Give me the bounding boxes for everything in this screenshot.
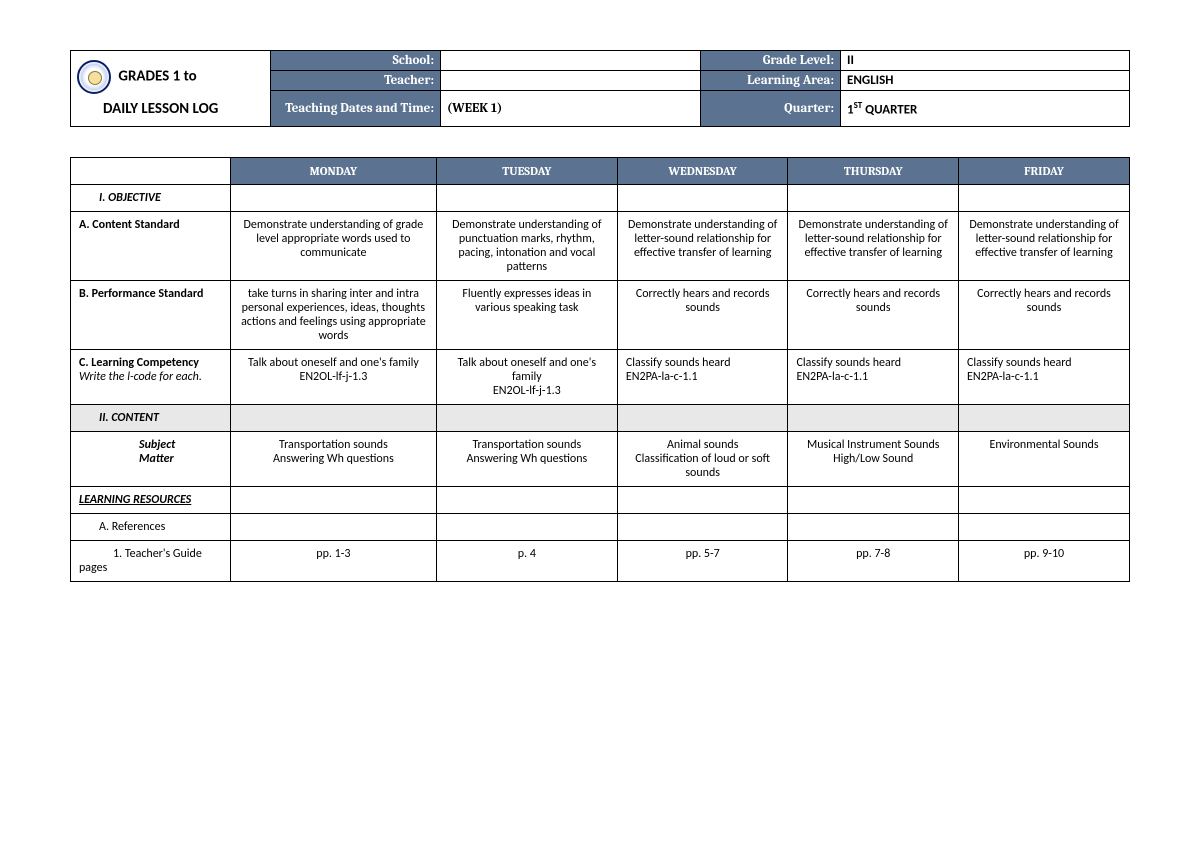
lc-fri: Classify sounds heard EN2PA-la-c-1.1 (959, 350, 1130, 405)
cs-tue: Demonstrate understanding of punctuation… (436, 212, 617, 281)
dates-label: Teaching Dates and Time: (271, 91, 441, 127)
day-friday: FRIDAY (959, 158, 1130, 185)
lc-mon: Talk about oneself and one's family EN2O… (231, 350, 437, 405)
content-standard-row: A. Content Standard Demonstrate understa… (71, 212, 1130, 281)
cs-fri: Demonstrate understanding of letter-soun… (959, 212, 1130, 281)
sm-mon: Transportation sounds Answering Wh quest… (231, 432, 437, 487)
school-value (441, 51, 701, 71)
dates-value: (WEEK 1) (441, 91, 701, 127)
quarter-value: 1ST QUARTER (841, 91, 1130, 127)
quarter-rest: QUARTER (862, 102, 917, 117)
sm-wed: Animal sounds Classification of loud or … (617, 432, 788, 487)
references-label: A. References (71, 514, 231, 541)
day-monday: MONDAY (231, 158, 437, 185)
learning-competency-label: C. Learning Competency Write the l-code … (71, 350, 231, 405)
performance-standard-row: B. Performance Standard take turns in sh… (71, 281, 1130, 350)
doc-title-line1: GRADES 1 to (118, 67, 196, 85)
learning-competency-row: C. Learning Competency Write the l-code … (71, 350, 1130, 405)
content-label: II. CONTENT (71, 405, 231, 432)
school-label: School: (271, 51, 441, 71)
tg-tue: p. 4 (436, 541, 617, 582)
quarter-label: Quarter: (701, 91, 841, 127)
main-table: MONDAY TUESDAY WEDNESDAY THURSDAY FRIDAY… (70, 157, 1130, 582)
subject-matter-row: Subject Matter Transportation sounds Ans… (71, 432, 1130, 487)
area-label: Learning Area: (701, 71, 841, 91)
content-standard-label: A. Content Standard (71, 212, 231, 281)
day-wednesday: WEDNESDAY (617, 158, 788, 185)
tg-mon: pp. 1-3 (231, 541, 437, 582)
ps-tue: Fluently expresses ideas in various spea… (436, 281, 617, 350)
subject-matter-label: Subject Matter (71, 432, 231, 487)
teacher-label: Teacher: (271, 71, 441, 91)
deped-logo-icon (77, 60, 111, 94)
lc-thu: Classify sounds heard EN2PA-la-c-1.1 (788, 350, 959, 405)
cs-thu: Demonstrate understanding of letter-soun… (788, 212, 959, 281)
ps-wed: Correctly hears and records sounds (617, 281, 788, 350)
header-table: GRADES 1 to DAILY LESSON LOG School: Gra… (70, 50, 1130, 127)
teacher-value (441, 71, 701, 91)
quarter-prefix: 1 (847, 102, 854, 117)
ps-mon: take turns in sharing inter and intra pe… (231, 281, 437, 350)
tg-thu: pp. 7-8 (788, 541, 959, 582)
grade-value: II (841, 51, 1130, 71)
references-row: A. References (71, 514, 1130, 541)
sm-fri: Environmental Sounds (959, 432, 1130, 487)
teachers-guide-row: 1. Teacher's Guide pages pp. 1-3 p. 4 pp… (71, 541, 1130, 582)
performance-standard-label: B. Performance Standard (71, 281, 231, 350)
content-section-row: II. CONTENT (71, 405, 1130, 432)
quarter-suffix: ST (854, 100, 863, 111)
lc-wed: Classify sounds heard EN2PA-la-c-1.1 (617, 350, 788, 405)
lc-tue: Talk about oneself and one's family EN2O… (436, 350, 617, 405)
tg-wed: pp. 5-7 (617, 541, 788, 582)
ps-fri: Correctly hears and records sounds (959, 281, 1130, 350)
sm-thu: Musical Instrument Sounds High/Low Sound (788, 432, 959, 487)
doc-title-cell: GRADES 1 to DAILY LESSON LOG (71, 51, 271, 127)
area-value: ENGLISH (841, 71, 1130, 91)
learning-resources-row: LEARNING RESOURCES (71, 487, 1130, 514)
doc-title-line2: DAILY LESSON LOG (103, 100, 218, 118)
cs-mon: Demonstrate understanding of grade level… (231, 212, 437, 281)
objective-label: I. OBJECTIVE (71, 185, 231, 212)
grade-label: Grade Level: (701, 51, 841, 71)
day-tuesday: TUESDAY (436, 158, 617, 185)
sm-tue: Transportation sounds Answering Wh quest… (436, 432, 617, 487)
cs-wed: Demonstrate understanding of letter-soun… (617, 212, 788, 281)
days-header-row: MONDAY TUESDAY WEDNESDAY THURSDAY FRIDAY (71, 158, 1130, 185)
learning-resources-label: LEARNING RESOURCES (71, 487, 231, 514)
day-thursday: THURSDAY (788, 158, 959, 185)
objective-row: I. OBJECTIVE (71, 185, 1130, 212)
teachers-guide-label: 1. Teacher's Guide pages (71, 541, 231, 582)
ps-thu: Correctly hears and records sounds (788, 281, 959, 350)
tg-fri: pp. 9-10 (959, 541, 1130, 582)
